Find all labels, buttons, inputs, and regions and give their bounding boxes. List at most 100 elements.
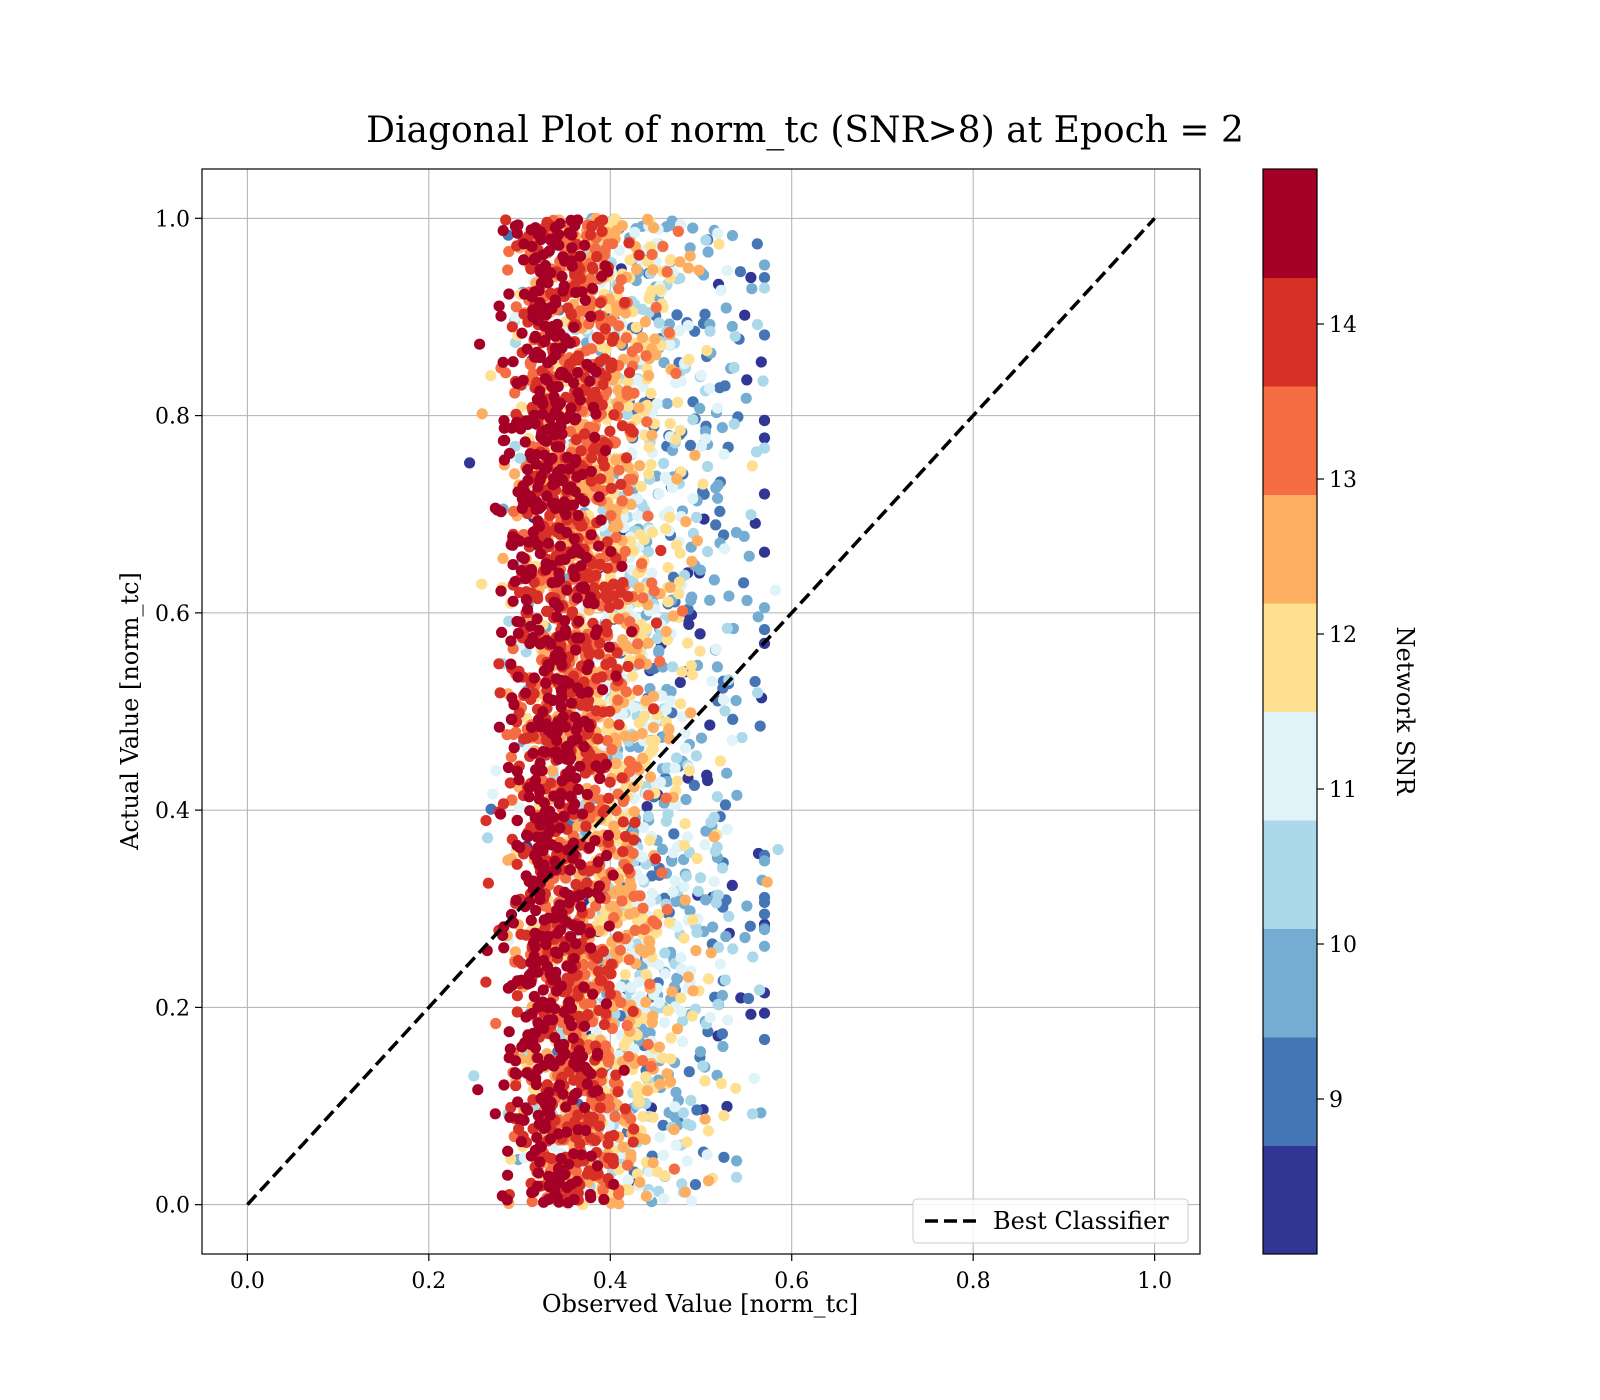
data-point [544,1133,557,1145]
data-point [574,305,586,317]
data-point [591,1160,604,1172]
data-point [596,399,608,411]
data-point [583,659,595,671]
data-point [718,1110,730,1122]
data-point [581,1078,593,1090]
data-point [712,227,724,239]
data-point [751,319,764,331]
data-point [718,448,730,460]
data-point [522,464,534,476]
data-point [507,728,520,741]
data-point [613,613,625,625]
data-point [679,894,691,906]
data-point [525,620,537,632]
data-point [528,348,541,361]
data-point [581,358,593,370]
data-point [520,687,532,699]
y-tick-label: 1.0 [155,207,190,232]
data-point [516,327,528,339]
data-point [730,695,742,707]
data-point [585,310,597,323]
data-point [563,1158,575,1170]
data-point [516,502,528,514]
data-point [527,526,539,538]
data-point [539,746,551,758]
data-point [558,1169,571,1181]
data-point [710,519,722,531]
data-point [493,721,505,733]
data-point [665,686,677,698]
data-point [524,637,536,650]
data-point [644,834,656,847]
data-point [644,978,656,990]
data-point [633,249,645,261]
data-point [556,907,568,919]
data-point [745,1008,757,1020]
data-point [631,1081,643,1093]
data-point [630,321,642,333]
data-point [519,436,531,448]
data-point [697,1060,709,1072]
x-tick-label: 0.2 [411,1269,446,1294]
data-point [522,830,534,843]
data-point [474,338,486,350]
data-point [554,540,567,552]
data-point [734,266,747,278]
data-point [622,1159,634,1171]
data-point [742,992,755,1005]
data-point [572,820,584,832]
data-point [537,301,549,314]
data-point [679,818,691,830]
data-point [758,855,771,867]
data-point [480,815,492,827]
data-point [557,711,569,723]
data-point [569,486,581,498]
data-point [647,1157,659,1169]
data-point [573,615,585,627]
data-point [651,778,663,790]
data-point [701,1149,713,1161]
data-point [643,1165,656,1178]
data-point [556,342,568,354]
data-point [607,1158,620,1170]
data-point [744,920,756,932]
data-point [689,449,701,461]
data-point [650,617,663,629]
data-point [585,1192,597,1204]
data-point [563,770,575,783]
data-point [746,283,758,295]
data-point [668,1163,681,1175]
data-point [593,1120,605,1132]
data-point [509,1055,522,1067]
data-point [632,684,644,696]
data-point [613,719,625,731]
data-point [513,707,525,719]
data-point [537,845,549,857]
data-point [665,254,677,266]
data-point [739,931,751,944]
data-point [647,722,660,734]
data-point [680,870,692,882]
data-point [551,985,563,997]
data-point [468,1070,480,1082]
data-point [628,387,640,399]
data-point [692,885,704,897]
data-point [738,577,750,589]
data-point [659,947,671,959]
data-point [628,1123,640,1135]
data-point [648,585,660,597]
data-point [662,561,674,574]
data-point [559,333,572,345]
data-point [708,876,720,888]
data-point [599,444,612,457]
data-point [746,1108,759,1120]
data-point [535,233,547,246]
data-point [701,769,713,781]
data-point [730,1082,742,1094]
data-point [565,931,577,943]
data-point [523,536,535,548]
data-point [509,387,521,399]
data-point [622,863,634,875]
data-point [464,457,476,469]
data-point [625,1148,637,1160]
